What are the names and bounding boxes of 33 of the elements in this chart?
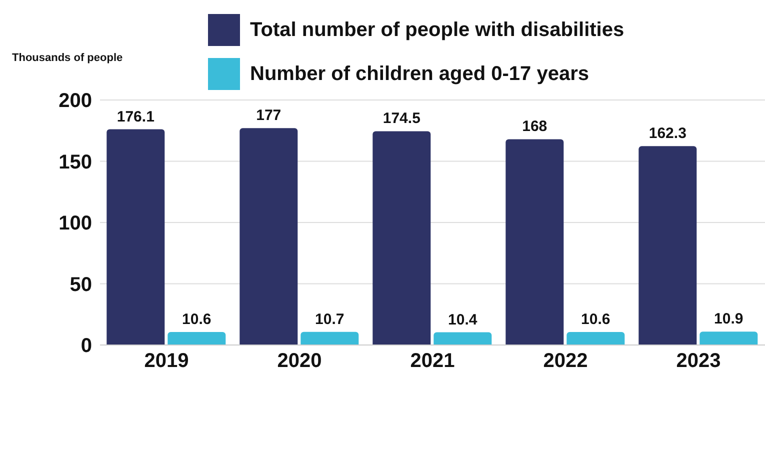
bar (300, 332, 359, 345)
data-label: 10.7 (315, 310, 344, 328)
x-tick-label: 2023 (676, 350, 721, 372)
x-tick-label: 2020 (277, 350, 322, 372)
bar (506, 139, 564, 345)
bar (638, 146, 697, 345)
bar (372, 131, 431, 345)
bar (106, 129, 165, 345)
data-label: 10.6 (182, 311, 212, 328)
legend-label: Number of children aged 0-17 years (250, 62, 590, 86)
data-label: 168 (522, 118, 548, 136)
bar (168, 332, 226, 345)
bar (566, 332, 625, 345)
y-tick-label: 100 (58, 212, 92, 235)
y-tick-label: 200 (58, 90, 92, 112)
y-tick-label: 0 (80, 335, 92, 358)
legend-label: Total number of people with disabilities (250, 18, 624, 42)
data-label: 10.4 (448, 311, 478, 328)
x-tick-label: 2019 (144, 350, 189, 372)
data-label: 10.9 (714, 310, 744, 328)
y-tick-label: 50 (70, 274, 92, 296)
data-label: 162.3 (648, 125, 686, 142)
bar (240, 128, 298, 345)
data-label: 177 (256, 107, 282, 124)
x-tick-label: 2022 (543, 350, 588, 372)
bar (700, 332, 758, 345)
data-label: 174.5 (382, 110, 420, 128)
y-axis-title: Thousands of people (12, 52, 123, 64)
data-label: 10.6 (581, 311, 610, 328)
bar (434, 332, 492, 345)
x-tick-label: 2021 (410, 350, 455, 372)
y-tick-label: 150 (58, 151, 92, 174)
data-label: 176.1 (116, 108, 154, 126)
